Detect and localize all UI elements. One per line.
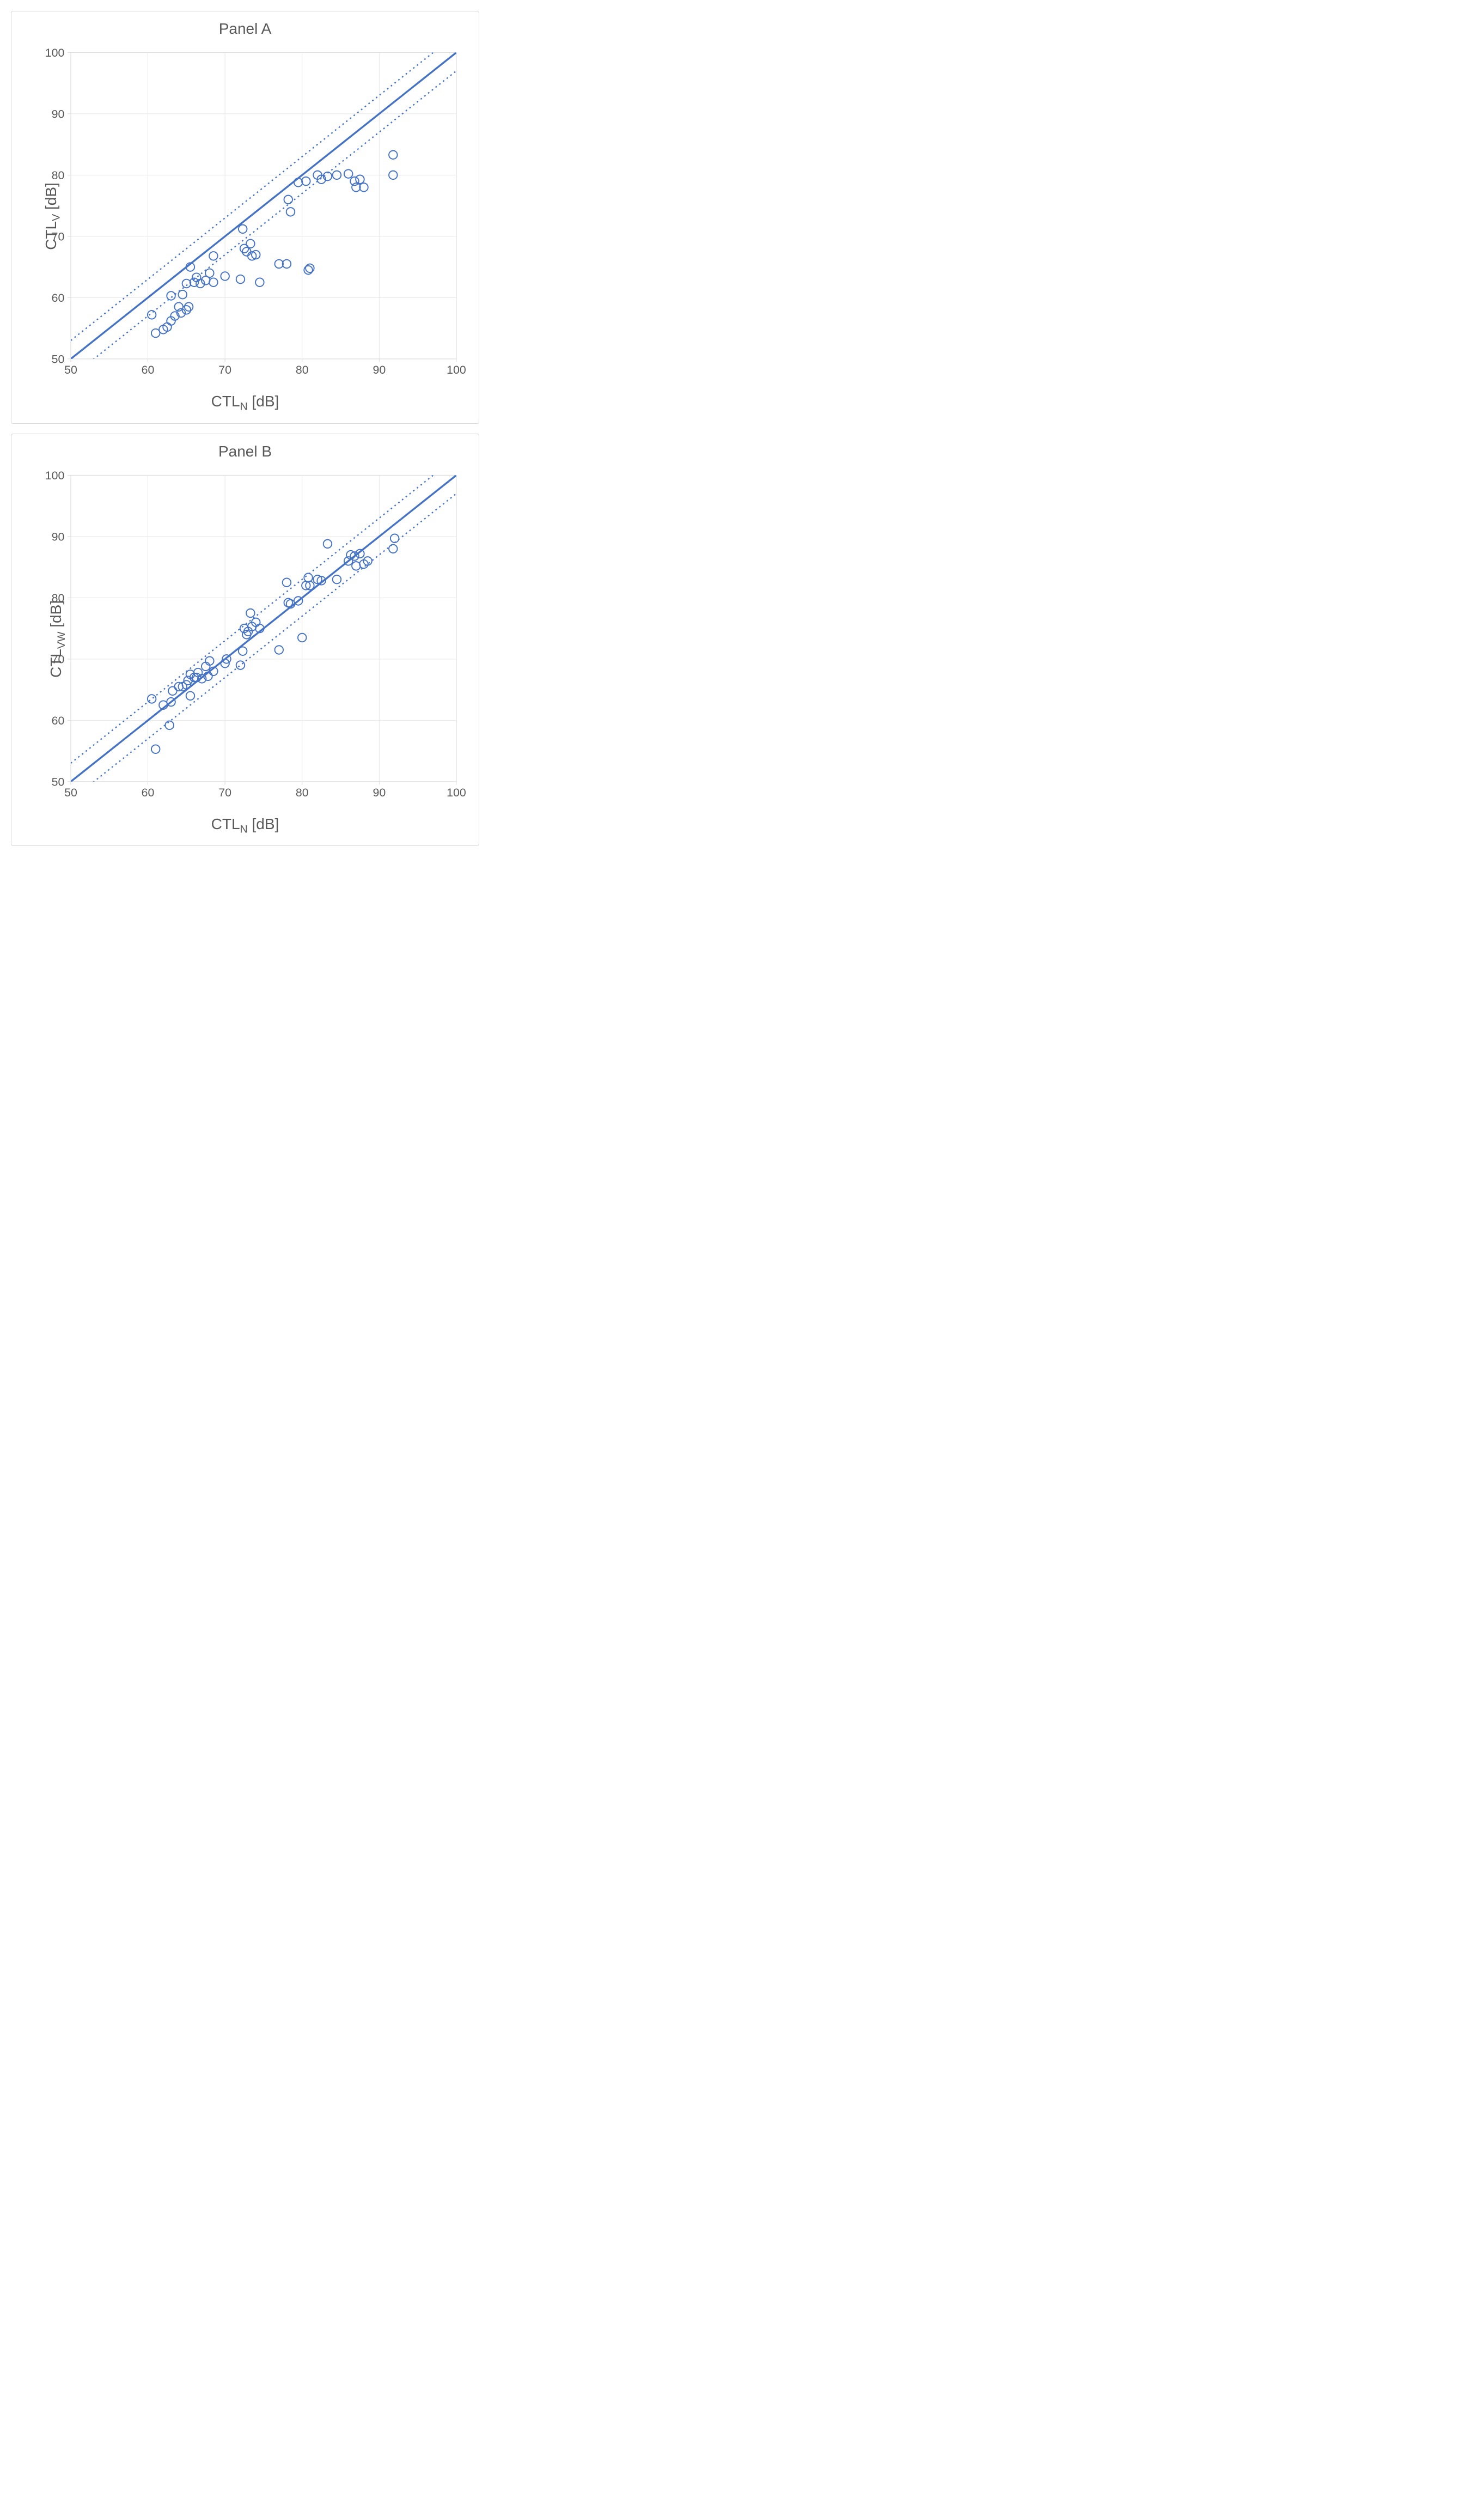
panel-a-title: Panel A <box>18 20 472 38</box>
svg-text:90: 90 <box>52 108 65 121</box>
panel-a-xlabel: CTLN [dB] <box>18 393 472 413</box>
svg-text:100: 100 <box>447 786 466 799</box>
svg-text:70: 70 <box>218 786 231 799</box>
svg-text:90: 90 <box>373 363 386 376</box>
svg-text:60: 60 <box>52 291 65 305</box>
panel-b: Panel B CTLVW [dB] 505060607070808090901… <box>11 434 479 847</box>
svg-text:80: 80 <box>52 169 65 182</box>
panel-b-title: Panel B <box>18 443 472 460</box>
svg-text:70: 70 <box>218 363 231 376</box>
svg-text:100: 100 <box>45 469 65 482</box>
svg-text:60: 60 <box>52 714 65 727</box>
panel-a-ylabel: CTLV [dB] <box>42 182 63 250</box>
svg-text:50: 50 <box>64 786 77 799</box>
panel-a: Panel A CTLV [dB] 5050606070708080909010… <box>11 11 479 424</box>
svg-text:50: 50 <box>52 775 65 788</box>
svg-text:80: 80 <box>296 363 309 376</box>
svg-text:50: 50 <box>52 353 65 366</box>
panel-a-chart: CTLV [dB] 50506060707080809090100100 <box>18 42 472 391</box>
svg-text:60: 60 <box>142 363 155 376</box>
svg-text:90: 90 <box>373 786 386 799</box>
panel-a-svg: 50506060707080809090100100 <box>18 42 472 391</box>
panel-b-svg: 50506060707080809090100100 <box>18 465 472 813</box>
svg-text:100: 100 <box>45 46 65 59</box>
panel-b-xlabel: CTLN [dB] <box>18 815 472 836</box>
svg-text:100: 100 <box>447 363 466 376</box>
svg-text:50: 50 <box>64 363 77 376</box>
panel-b-chart: CTLVW [dB] 50506060707080809090100100 <box>18 465 472 813</box>
panel-b-ylabel: CTLVW [dB] <box>47 600 68 678</box>
svg-text:60: 60 <box>142 786 155 799</box>
svg-text:90: 90 <box>52 530 65 543</box>
svg-text:80: 80 <box>296 786 309 799</box>
